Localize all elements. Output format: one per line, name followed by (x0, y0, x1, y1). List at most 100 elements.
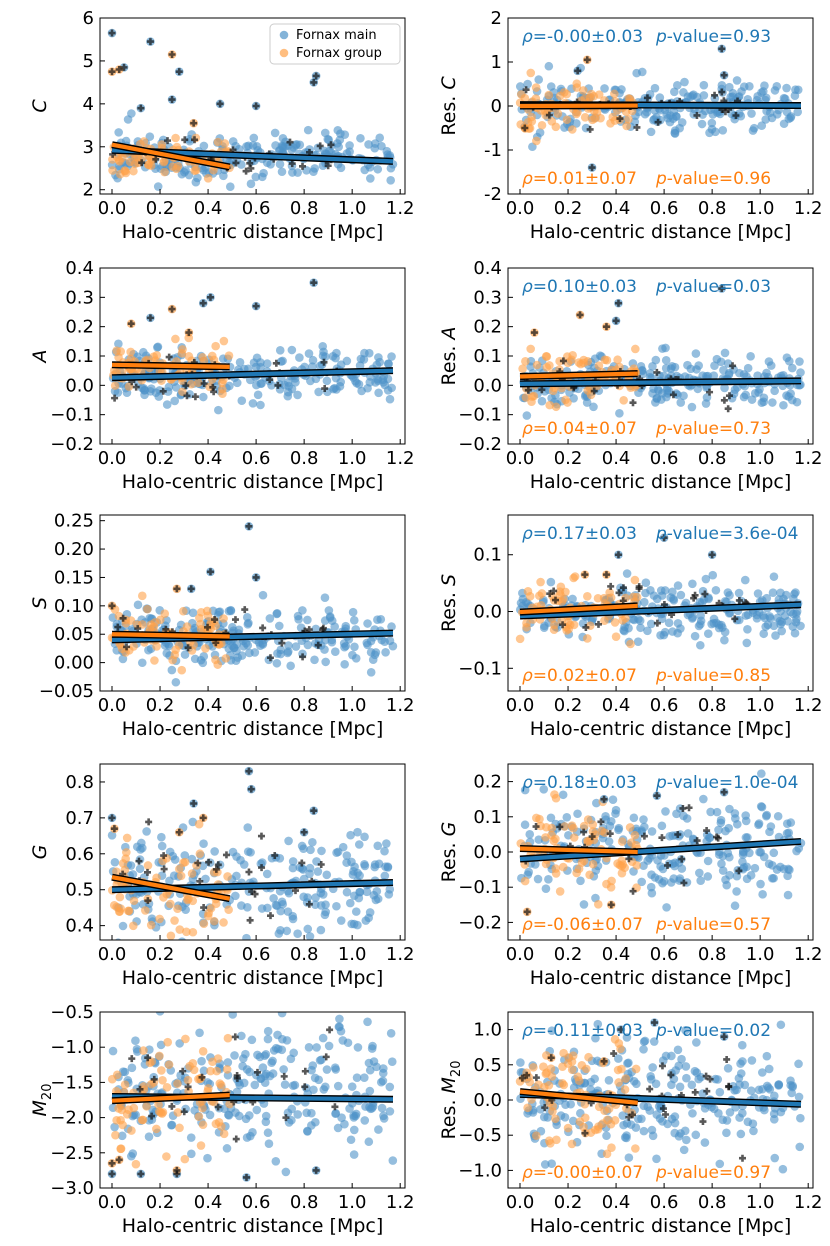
flag-cross (738, 1154, 746, 1162)
point-group (558, 1062, 567, 1071)
point-group (198, 1103, 207, 1113)
point-group (115, 892, 125, 902)
flag-cross (588, 833, 596, 841)
flag-cross (590, 387, 598, 395)
point-main (676, 590, 686, 600)
flag-cross (305, 900, 313, 908)
point-main (313, 867, 323, 876)
point-main (272, 609, 282, 619)
point-main (342, 858, 351, 867)
point-group (545, 361, 554, 370)
point-main (646, 1071, 655, 1081)
x-tick-label: 0.0 (506, 1192, 535, 1213)
flag-cross (574, 67, 582, 75)
point-main (238, 1061, 247, 1071)
point-main (743, 94, 753, 104)
point-main (232, 852, 241, 861)
x-tick-label: 0.2 (146, 1192, 175, 1213)
y-tick-label: 0 (491, 96, 502, 117)
y-tick-label: 0.0 (473, 842, 502, 863)
point-group (107, 1074, 117, 1084)
flag-cross (312, 72, 320, 80)
point-group (224, 351, 234, 361)
flag-cross (266, 912, 274, 920)
point-main (672, 112, 681, 121)
y-axis-label: S (29, 597, 51, 609)
point-group (625, 823, 635, 832)
point-group (602, 1149, 612, 1159)
flag-cross (206, 293, 214, 301)
point-main (275, 159, 285, 169)
point-main (661, 343, 670, 353)
panel-g: 0.0 0.2 0.4 0.6 0.8 1.0 1.20.40.50.60.70.8Halo… (29, 763, 415, 989)
point-main (522, 411, 532, 420)
flag-cross (693, 111, 701, 119)
point-main (258, 590, 268, 600)
point-group (542, 352, 552, 361)
point-group (521, 393, 531, 402)
flag-cross (187, 585, 195, 593)
point-main (363, 1017, 372, 1027)
point-main (701, 574, 711, 584)
point-group (207, 351, 217, 361)
flag-cross (191, 393, 199, 401)
point-main (281, 1167, 291, 1177)
flag-cross (674, 830, 682, 838)
point-main (369, 1057, 379, 1066)
flag-cross (547, 1054, 555, 1062)
point-main (762, 1051, 772, 1061)
point-group (209, 165, 218, 175)
flag-cross (714, 834, 722, 842)
point-main (688, 613, 698, 622)
point-main (696, 611, 705, 620)
point-main (274, 929, 284, 938)
flag-cross (110, 825, 118, 833)
point-group (162, 1083, 172, 1092)
fit-line-group (519, 1089, 638, 1105)
point-main (279, 1065, 288, 1074)
point-main (273, 649, 282, 658)
point-group (129, 921, 138, 931)
flag-cross (679, 804, 687, 812)
point-main (683, 829, 693, 838)
point-main (381, 648, 390, 657)
point-main (777, 626, 787, 636)
x-tick-label: 0.2 (554, 448, 583, 469)
point-main (277, 167, 287, 177)
panel-res-m20: 0.0 0.2 0.4 0.6 0.8 1.0 1.2−1.0−0.50.00.51.0Ha… (438, 1011, 823, 1237)
point-main (379, 1114, 389, 1123)
point-main (167, 665, 177, 675)
point-main (114, 339, 123, 349)
flag-cross (245, 868, 253, 876)
point-group (551, 793, 561, 803)
flag-cross (310, 78, 318, 86)
point-main (288, 1081, 298, 1091)
point-group (593, 899, 603, 909)
flag-cross (111, 394, 119, 402)
point-main (651, 355, 661, 365)
point-main (732, 887, 741, 896)
flag-cross (175, 68, 183, 76)
point-main (606, 816, 616, 826)
point-main (762, 1081, 772, 1091)
point-main (383, 862, 393, 871)
point-main (742, 638, 752, 648)
point-main (714, 1108, 723, 1118)
point-main (336, 129, 345, 139)
flag-cross (718, 285, 726, 293)
point-group (129, 166, 138, 176)
point-group (203, 611, 213, 621)
point-main (740, 575, 750, 585)
flag-cross (556, 823, 564, 831)
flag-cross (706, 1075, 714, 1083)
point-group (164, 1060, 174, 1069)
point-main (657, 591, 667, 600)
flag-cross (222, 851, 230, 859)
flag-cross (168, 50, 176, 58)
point-group (181, 1034, 190, 1044)
point-main (275, 621, 284, 631)
flag-cross (200, 904, 208, 912)
point-group (632, 592, 642, 602)
flag-cross (720, 1033, 728, 1041)
point-main (387, 352, 396, 361)
